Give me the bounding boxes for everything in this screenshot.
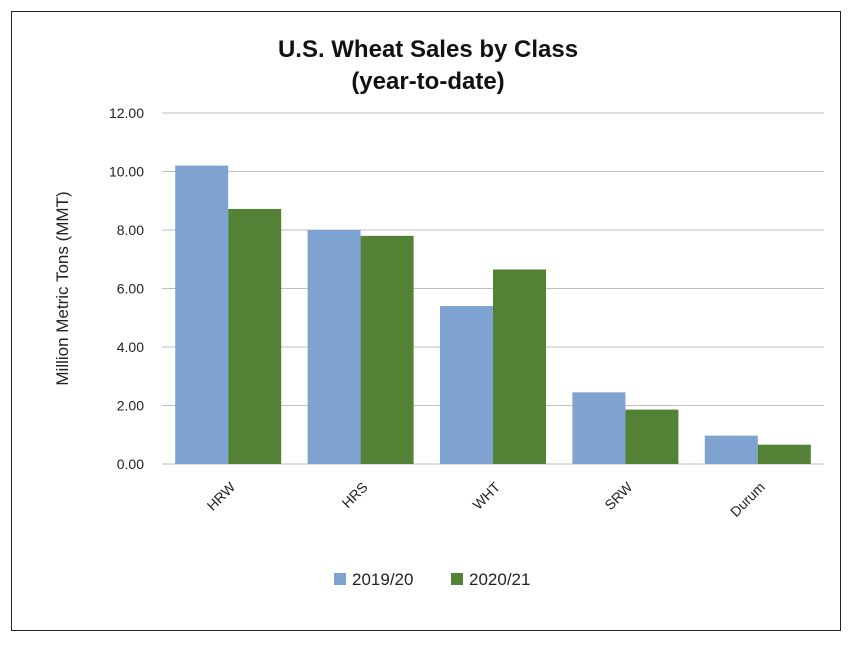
legend-label: 2019/20: [352, 570, 413, 589]
bar-srw-2020-21: [625, 409, 679, 464]
x-tick-label: SRW: [601, 478, 636, 513]
x-tick-label: HRW: [204, 478, 239, 513]
bar-hrw-2019-20: [175, 165, 229, 464]
x-tick-label: Durum: [727, 479, 768, 520]
y-tick-label: 6.00: [117, 281, 144, 297]
bar-hrs-2019-20: [307, 230, 361, 464]
chart-subtitle: (year-to-date): [351, 68, 505, 95]
bar-wht-2019-20: [440, 306, 493, 464]
y-tick-label: 4.00: [117, 339, 144, 355]
bar-srw-2019-20: [572, 392, 626, 464]
bar-durum-2020-21: [757, 444, 811, 464]
legend-label: 2020/21: [469, 570, 530, 589]
x-tick-label: HRS: [339, 479, 371, 511]
bar-hrs-2020-21: [360, 235, 414, 464]
bar-wht-2020-21: [493, 269, 546, 464]
y-tick-label: 2.00: [117, 398, 144, 414]
y-tick-label: 10.00: [109, 164, 144, 180]
bar-hrw-2020-21: [228, 208, 282, 464]
legend-swatch: [334, 573, 346, 585]
y-tick-label: 12.00: [109, 105, 144, 121]
y-axis-label: Million Metric Tons (MMT): [53, 191, 72, 385]
chart-frame: [11, 11, 841, 631]
y-tick-label: 0.00: [117, 456, 144, 472]
chart-title: U.S. Wheat Sales by Class: [277, 36, 579, 63]
legend-swatch: [451, 573, 463, 585]
bar-durum-2019-20: [704, 435, 758, 464]
x-tick-label: WHT: [469, 479, 503, 513]
y-tick-label: 8.00: [117, 222, 144, 238]
